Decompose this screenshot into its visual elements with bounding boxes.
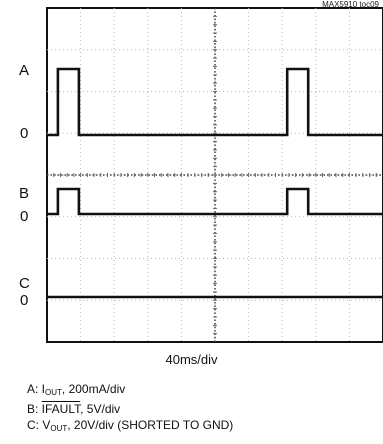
- timebase-label: 40ms/div: [165, 352, 218, 367]
- plot-grid: [46, 7, 383, 343]
- legend-item-a: A: IOUT, 200mA/div: [27, 382, 126, 397]
- trace-c-zero-label: 0: [20, 292, 29, 309]
- trace-a-zero-label: 0: [20, 125, 29, 142]
- trace-a: [47, 67, 383, 137]
- legend-item-c: C: VOUT, 20V/div (SHORTED TO GND): [27, 418, 234, 433]
- trace-c-label: C: [19, 275, 30, 292]
- trace-a-label: A: [19, 62, 30, 79]
- legend-item-b: B: IFAULT, 5V/div: [27, 402, 121, 416]
- plot-traces: [47, 67, 383, 299]
- legend: A: IOUT, 200mA/div B: IFAULT, 5V/div C: …: [27, 381, 233, 437]
- trace-b-zero-label: 0: [20, 208, 29, 225]
- trace-b-label: B: [19, 185, 30, 202]
- trace-b: [47, 187, 383, 216]
- figure-id: MAX5910 toc09: [322, 0, 379, 9]
- oscilloscope-plot: [46, 7, 383, 343]
